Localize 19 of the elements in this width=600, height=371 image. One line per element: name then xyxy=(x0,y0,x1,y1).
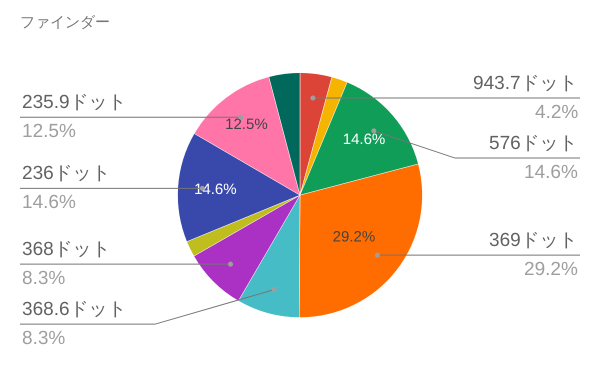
data-label: 4.2% xyxy=(535,102,578,123)
slice-label: 576ドット xyxy=(489,133,578,154)
slice-label: 369ドット xyxy=(489,230,578,251)
text: 14.6% xyxy=(524,162,578,183)
text: 14.6% xyxy=(22,192,76,213)
data-label: 8.3% xyxy=(22,268,66,289)
data-label: 14.6% xyxy=(194,180,237,198)
slice-label: 236ドット xyxy=(22,163,111,184)
text: 12.5% xyxy=(22,121,76,142)
data-label: 14.6% xyxy=(342,130,386,148)
slice-label: 235.9ドット xyxy=(22,92,127,113)
slice-label: 368ドット xyxy=(22,239,111,260)
slice-label: 943.7ドット xyxy=(473,73,578,94)
slice-label: 368.6ドット xyxy=(22,299,127,320)
data-label: 12.5% xyxy=(225,116,268,134)
chart-title: ファインダー xyxy=(20,14,110,31)
data-label: 8.3% xyxy=(22,328,66,349)
text: 29.2% xyxy=(524,259,578,280)
data-label: 29.2% xyxy=(332,228,376,246)
